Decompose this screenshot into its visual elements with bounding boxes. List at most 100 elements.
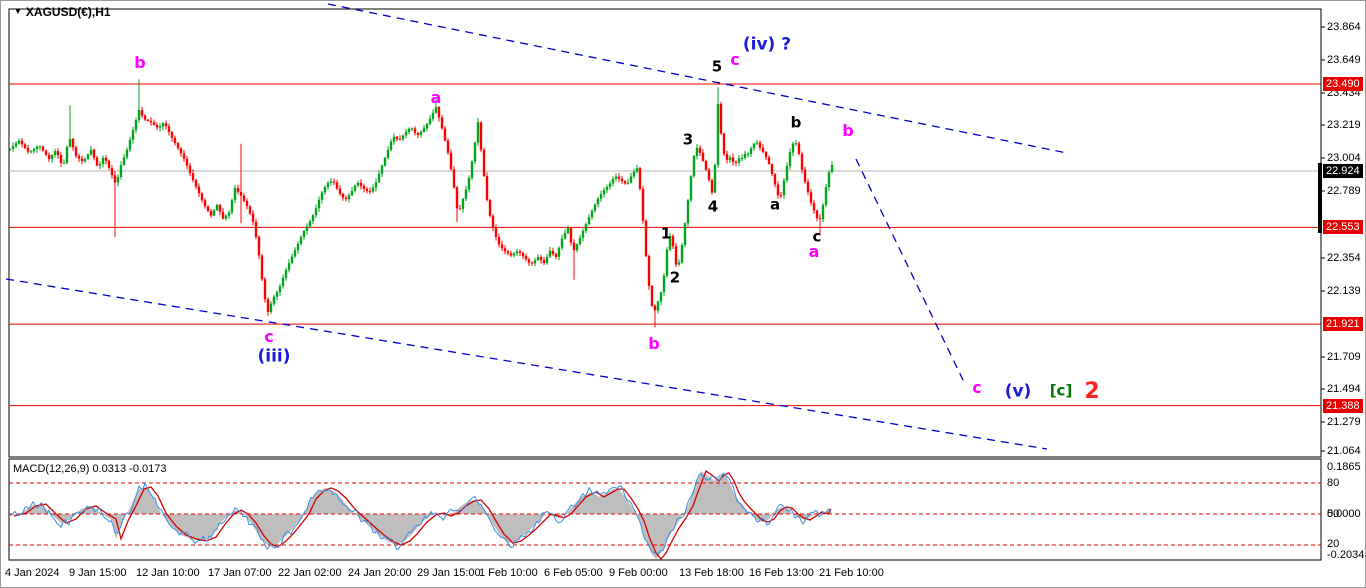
candle-body (791, 143, 795, 153)
wave-label[interactable]: a (808, 242, 820, 261)
price-axis-label[interactable]: 21.064 (1327, 445, 1361, 457)
time-axis-label[interactable]: 29 Jan 15:00 (417, 567, 481, 579)
candle-body (485, 176, 489, 200)
candle-body (689, 176, 693, 201)
wave-label[interactable]: a (769, 195, 781, 214)
price-level-tag: 22.553 (1323, 220, 1363, 234)
candle-body (335, 182, 339, 189)
wave-label[interactable]: c (812, 227, 822, 246)
candle-body (464, 189, 468, 199)
candle-body (716, 103, 720, 166)
time-axis-label[interactable]: 9 Feb 00:00 (609, 567, 668, 579)
candle-body (698, 147, 702, 153)
candle-body (500, 244, 504, 249)
candle-body (806, 181, 810, 193)
candle-body (32, 149, 36, 152)
candle-body (332, 181, 336, 183)
candle-body (167, 126, 171, 133)
wave-label[interactable]: a (430, 88, 442, 107)
wave-label[interactable]: b (842, 121, 854, 140)
time-axis-label[interactable]: 16 Feb 13:00 (749, 567, 814, 579)
price-axis-label[interactable]: 22.789 (1327, 185, 1361, 197)
wave-label[interactable]: 3 (682, 130, 694, 149)
candle-body (449, 152, 453, 170)
price-axis-label[interactable]: 23.864 (1327, 21, 1361, 33)
candle-body (287, 263, 291, 270)
candle-body (494, 227, 498, 237)
price-axis-label[interactable]: 23.219 (1327, 119, 1361, 131)
time-axis-label[interactable]: 22 Jan 02:00 (278, 567, 342, 579)
price-axis-label[interactable]: 22.139 (1327, 285, 1361, 297)
price-level-tag: 21.921 (1323, 317, 1363, 331)
trendline[interactable] (5, 278, 1048, 450)
price-axis-label[interactable]: 21.494 (1327, 383, 1361, 395)
candle-body (245, 200, 249, 207)
candle-body (482, 149, 486, 177)
candle-body (617, 176, 621, 179)
time-axis-label[interactable]: 17 Jan 07:00 (208, 567, 272, 579)
wave-label[interactable]: c (264, 327, 274, 346)
macd-axis-label: 0.0000 (1327, 508, 1361, 520)
time-axis-label[interactable]: 6 Feb 05:00 (544, 567, 603, 579)
candle-body (398, 139, 402, 141)
candle-body (575, 244, 579, 251)
candle-body (101, 157, 105, 164)
candle-body (503, 248, 507, 252)
time-axis-label[interactable]: 9 Jan 15:00 (69, 567, 127, 579)
wave-label[interactable]: 2 (1084, 379, 1100, 404)
candle-body (71, 138, 75, 148)
candle-body (647, 256, 651, 286)
wave-label[interactable]: 5 (711, 57, 723, 76)
candle-body (200, 193, 204, 201)
wave-label[interactable]: b (134, 53, 146, 72)
candle-body (353, 185, 357, 191)
candle-body (338, 188, 342, 194)
candle-body (53, 151, 57, 155)
wave-label[interactable]: (iv) ? (742, 34, 792, 55)
price-axis-label[interactable]: 21.279 (1327, 416, 1361, 428)
wave-label[interactable]: c (972, 378, 982, 397)
time-axis-label[interactable]: 21 Feb 10:00 (819, 567, 884, 579)
symbol-selector[interactable]: ▼ XAGUSD(€),H1 (14, 5, 111, 19)
candle-body (587, 217, 591, 224)
candle-body (590, 210, 594, 218)
candle-body (488, 200, 492, 216)
candle-body (29, 151, 33, 153)
wave-label[interactable]: b (790, 113, 802, 132)
candle-body (419, 131, 423, 135)
wave-label[interactable]: (v) (1004, 381, 1032, 402)
candle-body (578, 237, 582, 245)
time-axis-label[interactable]: 24 Jan 20:00 (348, 567, 412, 579)
candle-body (803, 169, 807, 182)
candle-body (725, 153, 729, 160)
wave-label[interactable]: (iii) (257, 346, 291, 367)
time-axis-label[interactable]: 4 Jan 2024 (5, 567, 60, 579)
candle-body (302, 230, 306, 237)
time-axis-label[interactable]: 12 Jan 10:00 (136, 567, 200, 579)
wave-label[interactable]: 2 (669, 268, 681, 287)
candle-body (47, 154, 51, 159)
candle-body (785, 166, 789, 181)
price-axis-label[interactable]: 23.649 (1327, 54, 1361, 66)
wave-label[interactable]: 4 (707, 197, 719, 216)
candle-body (605, 187, 609, 191)
candle-body (437, 106, 441, 118)
candle-body (143, 115, 147, 120)
time-axis-label[interactable]: 1 Feb 10:00 (479, 567, 538, 579)
wave-label[interactable]: [c] (1049, 381, 1073, 400)
wave-label[interactable]: c (730, 50, 740, 69)
wave-label[interactable]: b (648, 334, 660, 353)
price-axis-label[interactable]: 22.354 (1327, 252, 1361, 264)
candle-body (629, 176, 633, 183)
candle-body (719, 103, 723, 134)
candle-body (584, 224, 588, 231)
price-axis-label[interactable]: 21.709 (1327, 351, 1361, 363)
candle-body (362, 186, 366, 189)
dropdown-arrow-icon[interactable]: ▼ (14, 7, 22, 16)
price-axis-label[interactable]: 23.004 (1327, 152, 1361, 164)
candle-body (677, 262, 681, 265)
candle-body (263, 279, 267, 300)
wave-label[interactable]: 1 (660, 224, 672, 243)
time-axis-label[interactable]: 13 Feb 18:00 (679, 567, 744, 579)
